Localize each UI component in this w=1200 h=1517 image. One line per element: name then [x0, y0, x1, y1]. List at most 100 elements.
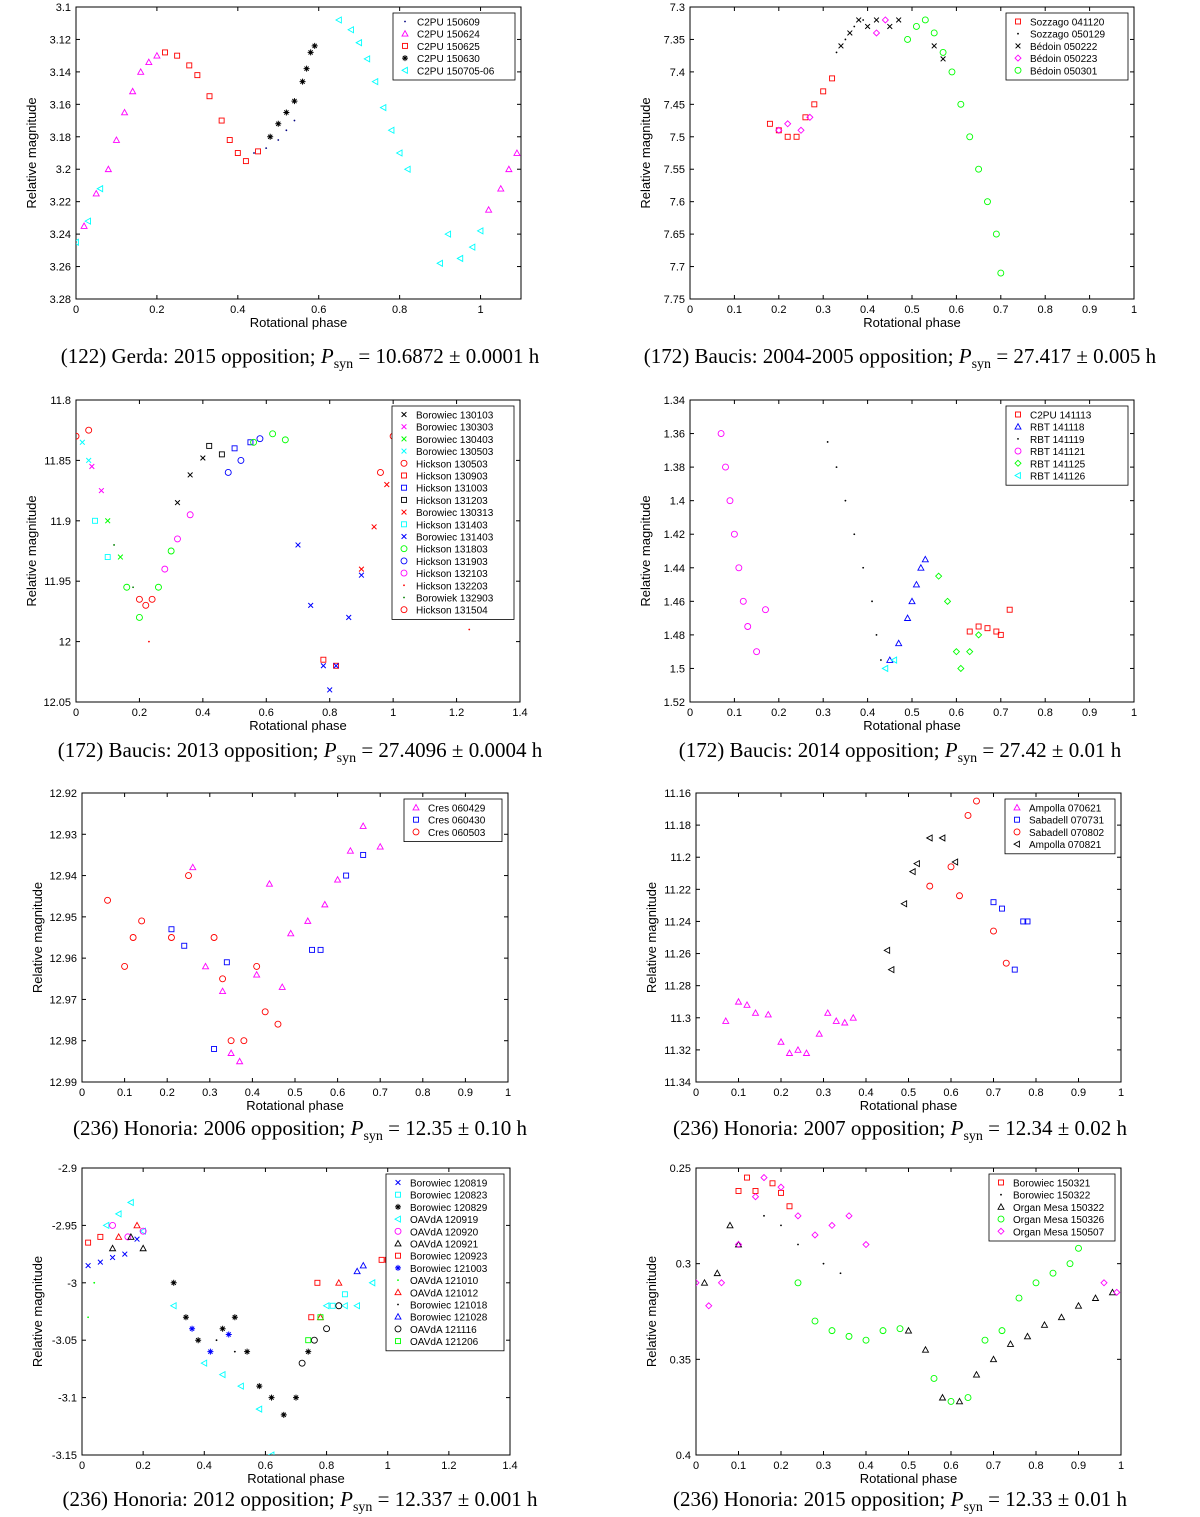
data-point: [826, 441, 829, 443]
data-point: [975, 165, 983, 173]
data-point: [293, 1394, 299, 1401]
data-point: [104, 518, 111, 524]
data-point: [952, 648, 961, 656]
x-tick-label: 0: [687, 707, 693, 719]
chart-gerda-2015: 0 0.2 0.4 0.6 0.8 1 3.1 3.12 3.14 3.16 3.18 3.2 3.22…: [24, 2, 522, 330]
x-axis-label: Rotational phase: [860, 1098, 958, 1113]
data-point: [250, 438, 258, 446]
y-tick-label: 12.99: [49, 1077, 77, 1089]
data-point: [218, 451, 225, 458]
data-point: [142, 601, 150, 609]
legend-label: Borowiec 150322: [1013, 1191, 1091, 1202]
data-point: [873, 17, 880, 23]
data-point: [85, 457, 92, 464]
data-point: [359, 1261, 368, 1269]
data-point: [233, 1350, 236, 1353]
x-tick-label: 0.6: [949, 707, 964, 719]
data-point: [148, 595, 156, 603]
data-point: [793, 133, 800, 140]
caption-value: = 12.33 ± 0.01 h: [982, 1487, 1128, 1511]
data-point: [713, 1269, 722, 1277]
data-point: [317, 946, 324, 953]
data-point: [1011, 966, 1018, 973]
y-tick-label: 7.35: [664, 34, 685, 46]
x-axis-label: Rotational phase: [860, 1471, 958, 1486]
data-point: [268, 1394, 275, 1401]
data-point: [696, 1279, 700, 1287]
data-point: [97, 1259, 104, 1265]
data-point: [476, 227, 484, 235]
data-point: [310, 1336, 318, 1344]
data-point: [252, 970, 261, 978]
data-point: [379, 103, 387, 112]
data-point: [76, 432, 80, 440]
data-point: [840, 1018, 849, 1026]
caption-value: = 27.4096 ± 0.0004 h: [356, 738, 543, 762]
legend-marker: [1013, 803, 1021, 811]
data-point: [124, 1233, 132, 1241]
data-point: [879, 1327, 887, 1335]
data-point: [975, 623, 982, 630]
data-point: [981, 1336, 989, 1344]
data-point: [347, 25, 354, 34]
data-point: [87, 1316, 90, 1319]
data-point: [234, 150, 241, 156]
x-tick-label: 0.3: [202, 1087, 217, 1099]
legend-marker: [395, 1264, 401, 1271]
data-point: [305, 1337, 312, 1344]
data-point: [167, 547, 175, 555]
data-point: [835, 51, 838, 54]
legend-marker: [403, 584, 405, 587]
data-point: [951, 858, 959, 866]
data-point: [169, 1301, 177, 1310]
data-point: [966, 628, 973, 635]
x-tick-label: 0.9: [458, 1087, 473, 1099]
data-point: [96, 184, 104, 193]
data-point: [896, 1325, 904, 1333]
legend-label: Borowiec 120923: [410, 1252, 488, 1263]
legend-marker: [395, 1338, 401, 1345]
data-point: [237, 456, 245, 464]
legend-label: Sabadell 070731: [1029, 816, 1105, 827]
data-point: [1049, 1269, 1057, 1277]
data-point: [218, 117, 225, 124]
x-tick-label: 0.5: [904, 707, 919, 719]
data-point: [730, 530, 738, 538]
data-point: [957, 664, 965, 673]
data-point: [226, 137, 233, 143]
data-point: [700, 1278, 709, 1286]
legend-label: Borowiec 121028: [410, 1313, 488, 1324]
x-tick-label: 0.9: [1071, 1460, 1086, 1472]
y-tick-label: 11.3: [670, 1013, 691, 1025]
data-point: [138, 917, 146, 925]
data-point: [948, 68, 956, 76]
data-point: [200, 455, 206, 461]
caption-symbol: P: [950, 1116, 964, 1140]
data-point: [1024, 918, 1031, 925]
legend-marker: [412, 803, 420, 811]
legend-marker: [401, 448, 407, 454]
legend-label: C2PU 150609: [417, 18, 480, 29]
data-point: [93, 1281, 96, 1284]
data-point: [917, 563, 925, 571]
data-point: [187, 472, 193, 478]
legend-label: Hickson 131504: [416, 606, 488, 617]
x-tick-label: 0.6: [330, 1087, 345, 1099]
data-point: [743, 1001, 751, 1008]
y-axis-label: Relative magnitude: [30, 1256, 45, 1367]
x-tick-label: 0.1: [117, 1087, 132, 1099]
data-point: [225, 1331, 232, 1338]
legend-label: Ampolla 070821: [1029, 840, 1102, 851]
y-tick-label: 12.96: [49, 953, 77, 965]
data-point: [845, 1332, 853, 1340]
legend-marker: [1000, 1193, 1002, 1196]
data-point: [295, 542, 301, 548]
x-tick-label: 0.7: [993, 707, 1008, 719]
data-point: [285, 129, 288, 132]
x-tick-label: 0.1: [727, 304, 742, 316]
data-point: [79, 439, 86, 446]
y-tick-label: 11.95: [44, 576, 71, 588]
data-point: [1006, 1340, 1015, 1347]
data-point: [182, 1314, 189, 1321]
data-point: [992, 230, 1000, 238]
